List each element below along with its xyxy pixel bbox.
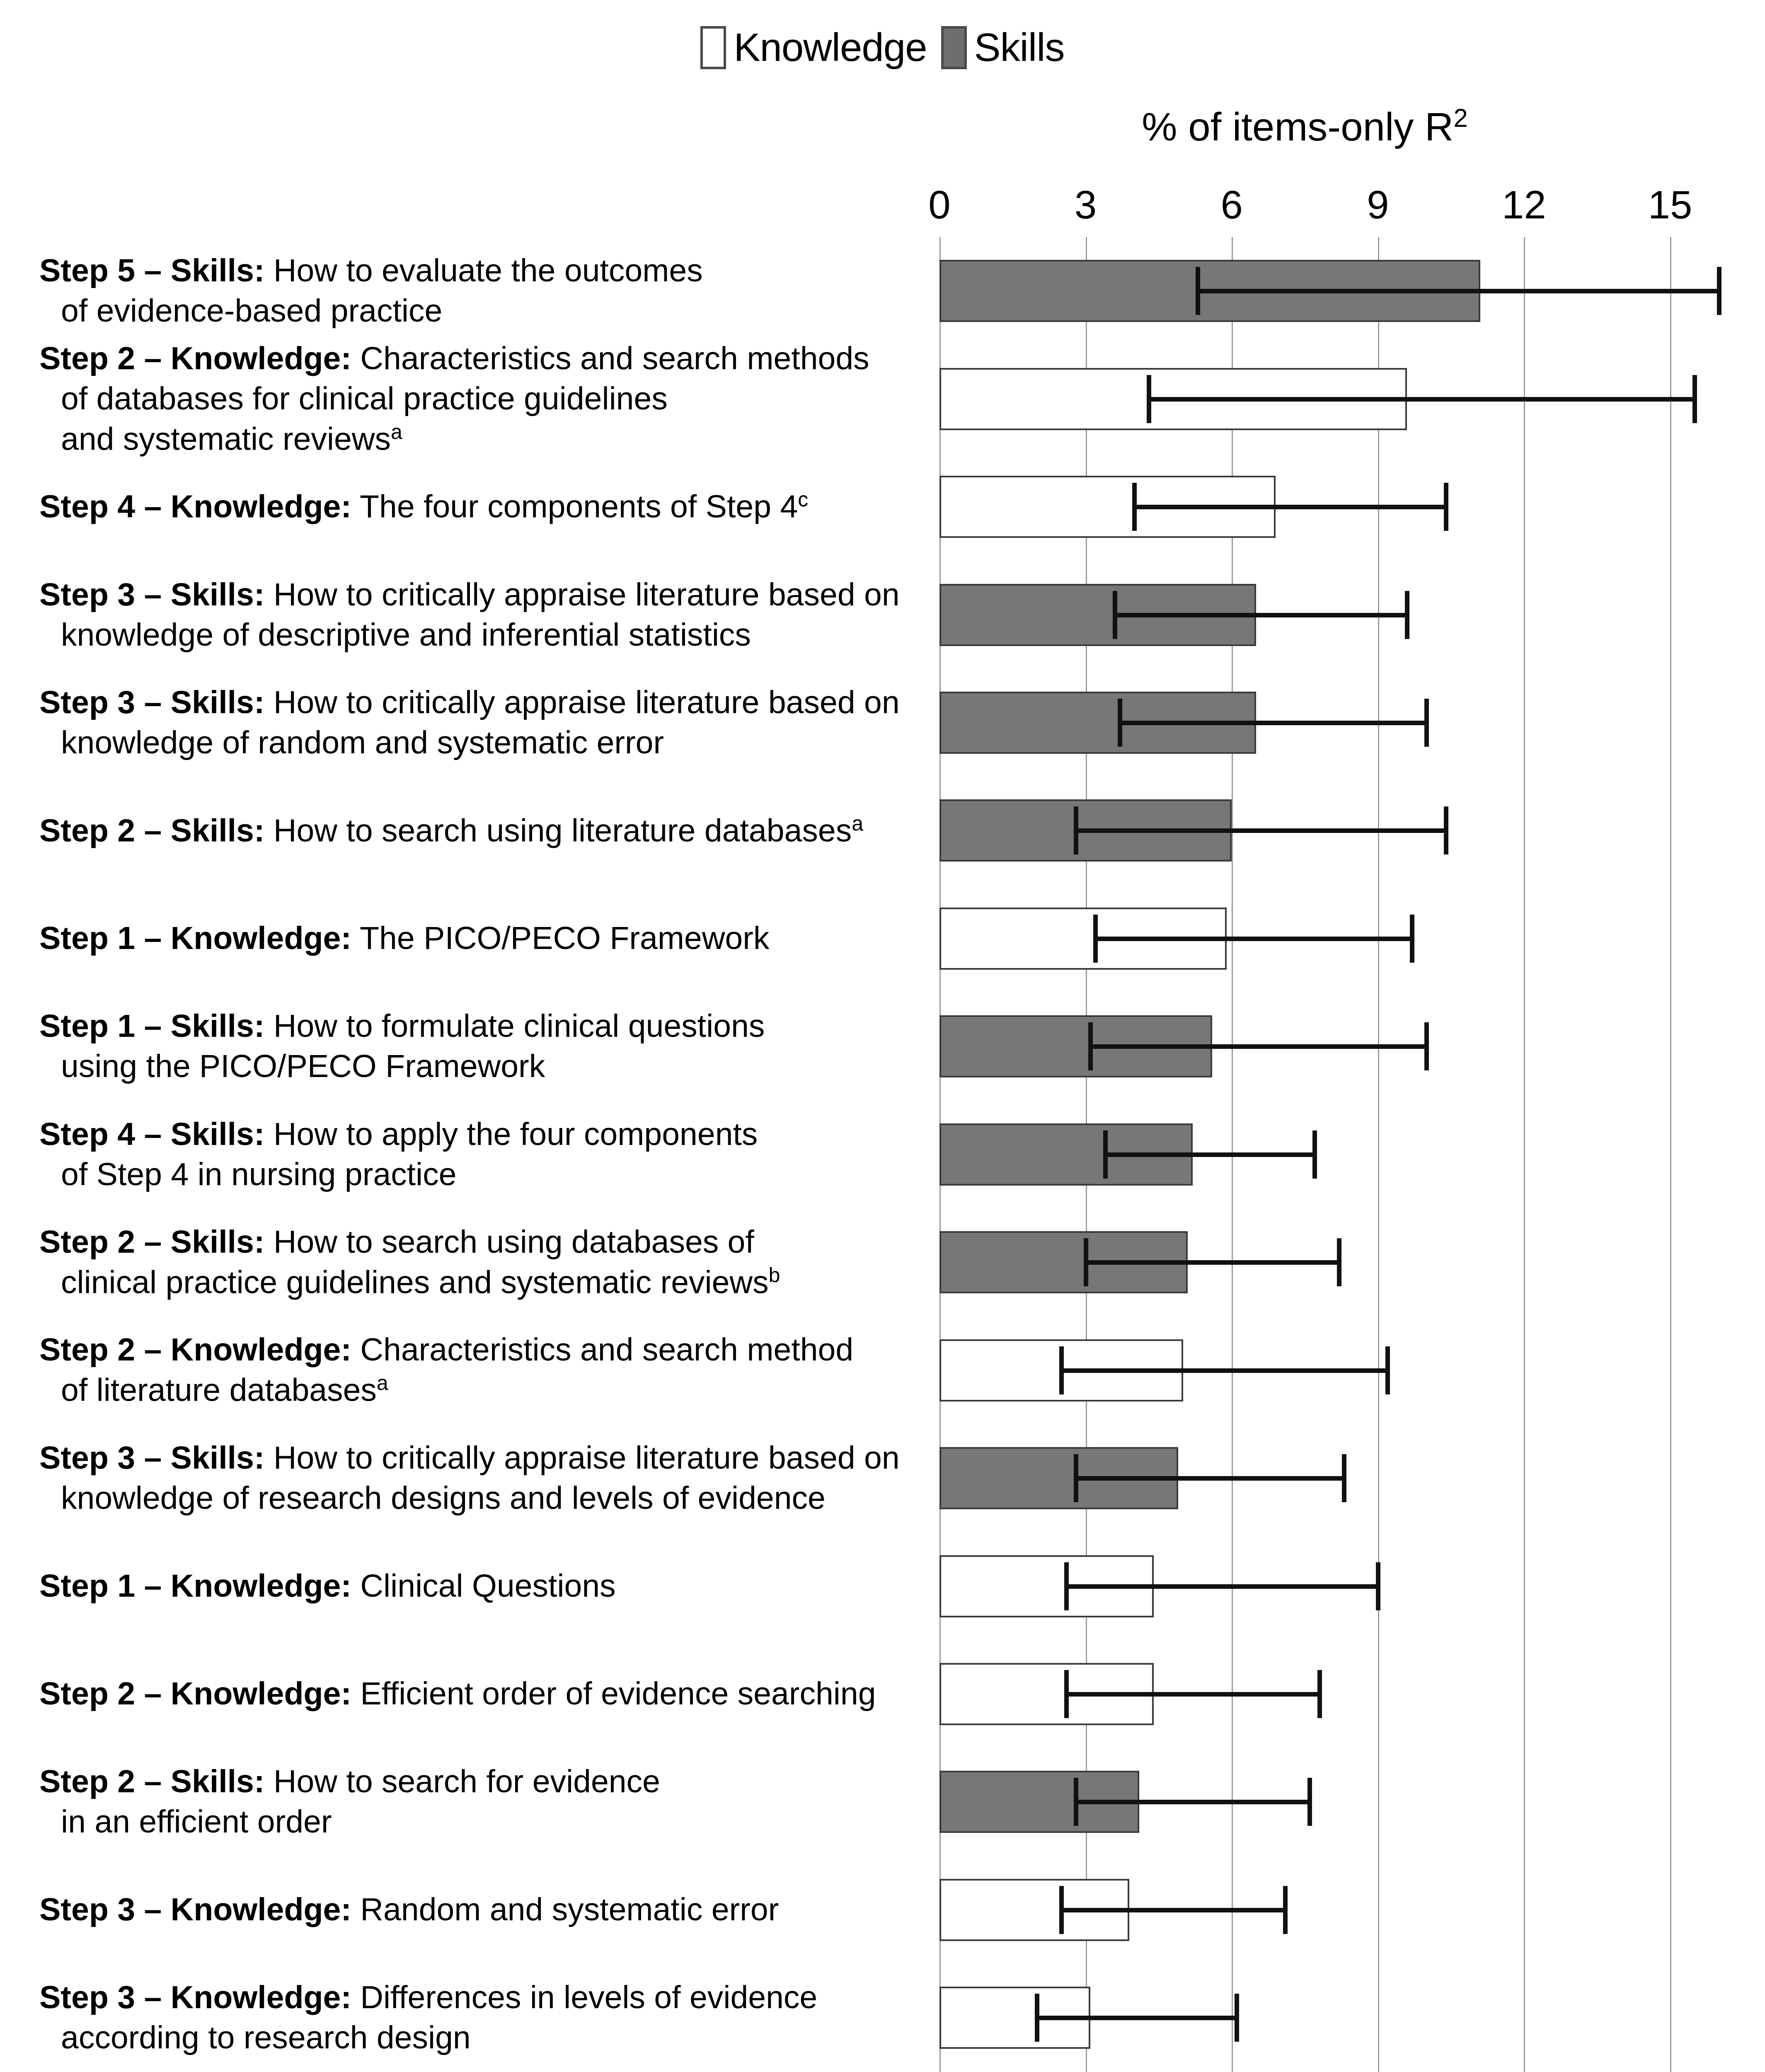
error-bar-cap-high-2 — [1444, 483, 1449, 531]
error-bar-cap-low-6 — [1093, 914, 1098, 963]
category-label-13: Step 2 – Knowledge: Efficient order of e… — [39, 1676, 876, 1712]
error-bar-cap-low-3 — [1113, 591, 1118, 639]
error-bar-cap-high-5 — [1444, 806, 1449, 855]
gray-square-icon — [941, 26, 967, 69]
x-tick-label-0: 0 — [928, 183, 951, 227]
category-label-6: Step 1 – Knowledge: The PICO/PECO Framew… — [39, 920, 770, 956]
error-bar-cap-high-14 — [1307, 1778, 1312, 1826]
error-bar-cap-high-16 — [1234, 1994, 1239, 2042]
error-bar-cap-high-7 — [1424, 1022, 1429, 1071]
category-label-15: Step 3 – Knowledge: Random and systemati… — [39, 1892, 779, 1928]
category-label-9: Step 2 – Skills: How to search using dat… — [39, 1224, 780, 1300]
x-axis-title-text: % of items-only R — [1142, 105, 1454, 149]
category-label-11: Step 3 – Skills: How to critically appra… — [39, 1440, 900, 1516]
error-bar-line-overflow-1 — [1670, 397, 1695, 402]
error-bar-line-15 — [1061, 1907, 1286, 1912]
error-bar-cap-high-12 — [1375, 1562, 1380, 1610]
error-bar-cap-low-5 — [1074, 806, 1079, 855]
error-bar-cap-low-16 — [1035, 1994, 1040, 2042]
error-bar-line-14 — [1076, 1800, 1310, 1805]
error-bar-cap-low-15 — [1059, 1886, 1064, 1934]
error-bar-line-8 — [1105, 1152, 1315, 1157]
error-bar-cap-low-10 — [1059, 1346, 1064, 1394]
error-bar-line-4 — [1119, 721, 1427, 725]
error-bar-cap-high-9 — [1336, 1238, 1341, 1287]
category-label-4: Step 3 – Skills: How to critically appra… — [39, 684, 900, 760]
error-bar-cap-low-14 — [1074, 1778, 1079, 1826]
gridline-9 — [1378, 237, 1379, 2072]
category-label-column: Step 5 – Skills: How to evaluate the out… — [0, 237, 912, 2072]
legend-item-skills: Skills — [941, 25, 1065, 70]
category-label-12: Step 1 – Knowledge: Clinical Questions — [39, 1568, 616, 1604]
error-bar-cap-low-9 — [1083, 1238, 1088, 1287]
error-bar-line-11 — [1076, 1476, 1344, 1481]
error-bar-cap-high-0 — [1717, 267, 1721, 315]
error-bar-line-9 — [1085, 1260, 1339, 1265]
error-bar-line-13 — [1066, 1692, 1320, 1697]
chart-plot-overflow-area — [1670, 237, 1765, 2072]
error-bar-cap-high-3 — [1405, 591, 1410, 639]
error-bar-cap-low-2 — [1132, 483, 1137, 531]
error-bar-line-12 — [1066, 1584, 1378, 1589]
category-label-0: Step 5 – Skills: How to evaluate the out… — [39, 253, 703, 329]
gridline-12 — [1524, 237, 1525, 2072]
error-bar-cap-high-15 — [1283, 1886, 1288, 1934]
error-bar-cap-high-11 — [1341, 1454, 1346, 1503]
legend-item-knowledge: Knowledge — [700, 25, 927, 70]
category-label-1: Step 2 – Knowledge: Characteristics and … — [39, 340, 869, 457]
error-bar-cap-high-4 — [1424, 699, 1429, 747]
x-tick-label-9: 9 — [1367, 183, 1389, 227]
error-bar-cap-low-13 — [1064, 1670, 1069, 1718]
error-bar-cap-low-11 — [1074, 1454, 1079, 1503]
error-bar-cap-low-8 — [1103, 1130, 1108, 1179]
chart-legend: Knowledge Skills — [0, 25, 1765, 70]
error-bar-cap-high-6 — [1410, 914, 1415, 963]
error-bar-line-overflow-0 — [1670, 289, 1719, 294]
x-tick-label-15: 15 — [1648, 183, 1692, 227]
error-bar-cap-high-1 — [1692, 375, 1697, 423]
error-bar-cap-low-1 — [1147, 375, 1152, 423]
error-bar-line-7 — [1090, 1044, 1427, 1049]
error-bar-line-3 — [1115, 612, 1407, 617]
x-axis-tick-labels: 0 3 6 9 12 15 — [0, 182, 1765, 228]
error-bar-line-1 — [1149, 397, 1695, 402]
error-bar-line-6 — [1095, 936, 1412, 941]
category-label-10: Step 2 – Knowledge: Characteristics and … — [39, 1332, 854, 1408]
legend-label-skills: Skills — [974, 25, 1065, 70]
chart-plot-area — [939, 237, 1719, 2072]
category-label-7: Step 1 – Skills: How to formulate clinic… — [39, 1008, 765, 1084]
error-bar-line-0 — [1197, 289, 1719, 294]
gridline-15 — [1670, 237, 1671, 2072]
category-label-8: Step 4 – Skills: How to apply the four c… — [39, 1116, 758, 1192]
error-bar-cap-low-4 — [1117, 699, 1122, 747]
error-bar-line-10 — [1061, 1368, 1388, 1373]
bar-7 — [939, 1015, 1213, 1078]
error-bar-cap-high-8 — [1312, 1130, 1317, 1179]
x-tick-label-3: 3 — [1074, 183, 1097, 227]
x-axis-title: % of items-only R2 — [939, 104, 1670, 150]
category-label-3: Step 3 – Skills: How to critically appra… — [39, 576, 900, 653]
error-bar-cap-high-13 — [1317, 1670, 1322, 1718]
x-axis-title-superscript: 2 — [1453, 104, 1468, 133]
x-tick-label-6: 6 — [1220, 183, 1243, 227]
x-tick-label-12: 12 — [1502, 183, 1546, 227]
error-bar-line-16 — [1037, 2016, 1237, 2021]
error-bar-cap-low-0 — [1195, 267, 1200, 315]
white-square-icon — [700, 26, 726, 69]
category-label-2: Step 4 – Knowledge: The four components … — [39, 488, 809, 525]
error-bar-cap-high-10 — [1385, 1346, 1390, 1394]
category-label-16: Step 3 – Knowledge: Differences in level… — [39, 1980, 818, 2056]
error-bar-cap-low-12 — [1064, 1562, 1069, 1610]
error-bar-line-2 — [1134, 505, 1446, 510]
error-bar-cap-low-7 — [1088, 1022, 1093, 1071]
category-label-5: Step 2 – Skills: How to search using lit… — [39, 811, 864, 849]
category-label-14: Step 2 – Skills: How to search for evide… — [39, 1764, 660, 1840]
error-bar-line-5 — [1076, 828, 1446, 833]
legend-label-knowledge: Knowledge — [734, 25, 927, 70]
